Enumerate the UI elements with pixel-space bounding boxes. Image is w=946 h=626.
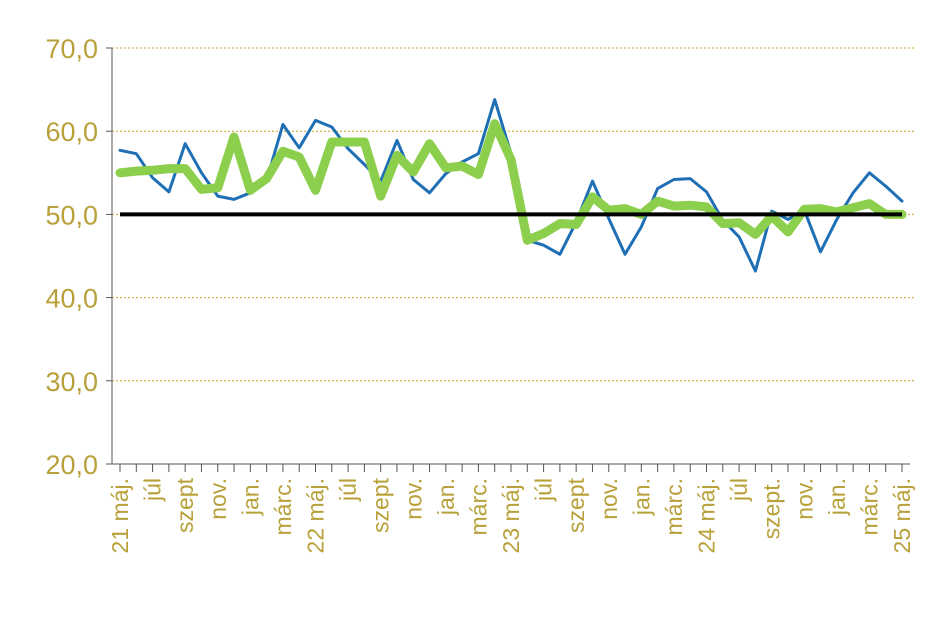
- x-tick-label: márc.: [856, 478, 882, 536]
- series-line-1: [118, 98, 904, 273]
- x-tick-label: jan.: [237, 478, 263, 516]
- x-tick-label: jan.: [433, 478, 459, 516]
- series-line-2: [115, 119, 907, 245]
- x-tick-label: márc.: [465, 478, 491, 536]
- x-tick-label: júl: [140, 478, 166, 502]
- x-tick-label: nov.: [400, 478, 426, 520]
- y-tick-label: 50,0: [45, 200, 98, 230]
- x-tick-label: nov.: [596, 478, 622, 520]
- x-tick-label: jan.: [824, 478, 850, 516]
- x-tick-label: 25 máj.: [889, 478, 915, 553]
- x-tick-label: márc.: [270, 478, 296, 536]
- x-tick-label: nov.: [791, 478, 817, 520]
- x-tick-label: szept: [563, 477, 589, 533]
- x-tick-label: jan.: [628, 478, 654, 516]
- x-tick-label: 22 máj.: [303, 478, 329, 553]
- y-tick-label: 70,0: [45, 34, 98, 64]
- x-tick-label: júl: [335, 478, 361, 502]
- x-tick-label: júl: [531, 478, 557, 502]
- y-tick-label: 60,0: [45, 117, 98, 147]
- y-tick-label: 30,0: [45, 367, 98, 397]
- x-tick-label: 21 máj.: [107, 478, 133, 553]
- y-tick-label: 40,0: [45, 284, 98, 314]
- y-axis: 20,0 30,0 40,0 50,0 60,0 70,0: [45, 34, 113, 480]
- data-series: [115, 98, 907, 273]
- x-tick-label: márc.: [661, 478, 687, 536]
- y-tick-label: 20,0: [45, 450, 98, 480]
- x-tick-label: szept: [172, 477, 198, 533]
- x-tick-label: júl: [726, 478, 752, 502]
- x-tick-label: szept: [368, 477, 394, 533]
- x-axis: 21 máj. júl szept nov. jan. márc. 22 máj. júl sz…: [107, 463, 915, 553]
- x-tick-label: 23 máj.: [498, 478, 524, 553]
- x-tick-label: 24 máj.: [694, 478, 720, 553]
- x-tick-label: nov.: [205, 478, 231, 520]
- x-tick-label: szept.: [759, 478, 785, 539]
